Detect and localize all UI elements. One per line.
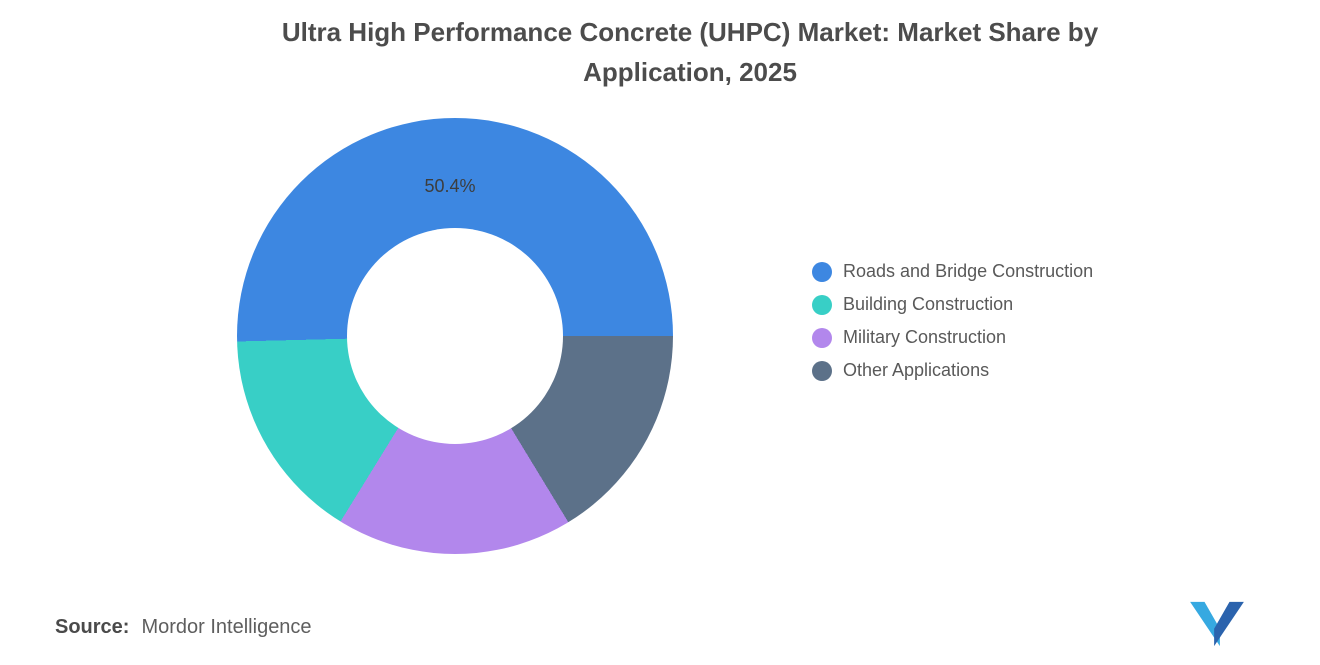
legend-label: Roads and Bridge Construction (843, 261, 1094, 281)
source-value: Mordor Intelligence (141, 616, 312, 638)
legend-label: Military Construction (843, 327, 1007, 347)
donut-chart[interactable]: 50.4% (237, 118, 673, 554)
legend-item-building-construction[interactable]: Building Construction (812, 288, 1093, 321)
chart-title-line1: Ultra High Performance Concrete (UHPC) M… (281, 17, 1099, 47)
legend: Roads and Bridge Construction Building C… (812, 255, 1093, 387)
slice-label-roads-and-bridge: 50.4% (424, 176, 476, 196)
legend-label: Building Construction (843, 294, 1014, 314)
legend-item-military-construction[interactable]: Military Construction (812, 321, 1093, 354)
chart-title: Ultra High Performance Concrete (UHPC) M… (60, 12, 1320, 92)
legend-swatch (812, 261, 832, 282)
mordor-intelligence-logo (1190, 601, 1244, 647)
source-line: Source: Mordor Intelligence (55, 616, 312, 639)
logo-left-shape (1190, 601, 1220, 647)
legend-label: Other Applications (843, 360, 990, 380)
chart-title-line2: Application, 2025 (583, 57, 797, 87)
donut-hole (347, 228, 563, 444)
legend-item-roads-and-bridge[interactable]: Roads and Bridge Construction (812, 255, 1093, 288)
legend-swatch (812, 327, 832, 348)
legend-swatch (812, 360, 832, 381)
legend-swatch (812, 294, 832, 315)
legend-item-other-applications[interactable]: Other Applications (812, 354, 1093, 387)
source-label: Source: (55, 616, 130, 638)
logo-right-shape (1214, 601, 1244, 647)
